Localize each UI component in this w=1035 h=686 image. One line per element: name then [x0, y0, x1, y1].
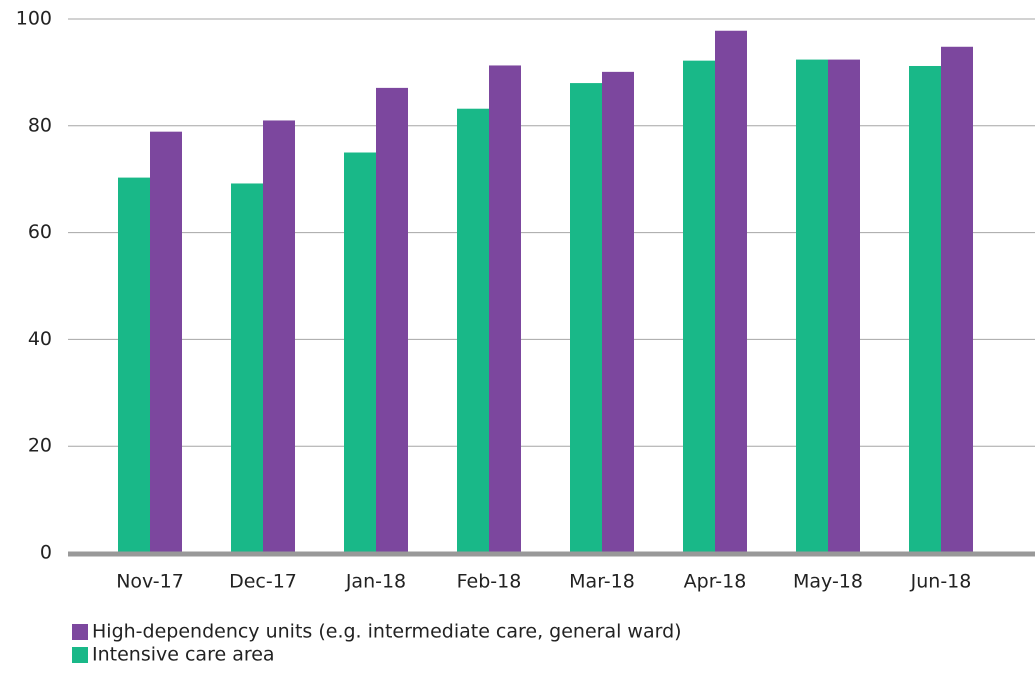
bar	[489, 65, 521, 553]
x-tick-label: Mar-18	[569, 571, 635, 593]
bar	[683, 60, 715, 553]
y-tick-label: 0	[40, 542, 52, 564]
x-tick-label: May-18	[793, 571, 863, 593]
x-tick-label: Feb-18	[457, 571, 522, 593]
bar	[150, 131, 182, 553]
bar	[828, 59, 860, 554]
bar	[570, 83, 602, 553]
x-tick-label: Jun-18	[910, 571, 972, 593]
bar	[909, 65, 941, 553]
y-tick-label: 60	[28, 221, 52, 243]
bar	[118, 177, 150, 553]
bar	[715, 30, 747, 554]
x-tick-label: Dec-17	[229, 571, 297, 593]
bar	[376, 87, 408, 554]
y-tick-label: 20	[28, 435, 52, 457]
bar	[796, 59, 828, 554]
legend-swatch	[72, 647, 88, 663]
bar	[263, 120, 295, 554]
x-tick-label: Apr-18	[684, 571, 747, 593]
legend-swatch	[72, 624, 88, 640]
y-tick-label: 80	[28, 114, 52, 136]
bar	[941, 46, 973, 553]
bar	[344, 152, 376, 553]
bar	[231, 183, 263, 554]
x-tick-label: Nov-17	[116, 571, 184, 593]
x-tick-label: Jan-18	[345, 571, 406, 593]
legend-label: Intensive care area	[92, 644, 275, 666]
bar	[602, 71, 634, 553]
bar	[457, 108, 489, 553]
y-tick-label: 40	[28, 328, 52, 350]
legend-label: High-dependency units (e.g. intermediate…	[92, 621, 682, 643]
y-tick-label: 100	[16, 8, 52, 30]
